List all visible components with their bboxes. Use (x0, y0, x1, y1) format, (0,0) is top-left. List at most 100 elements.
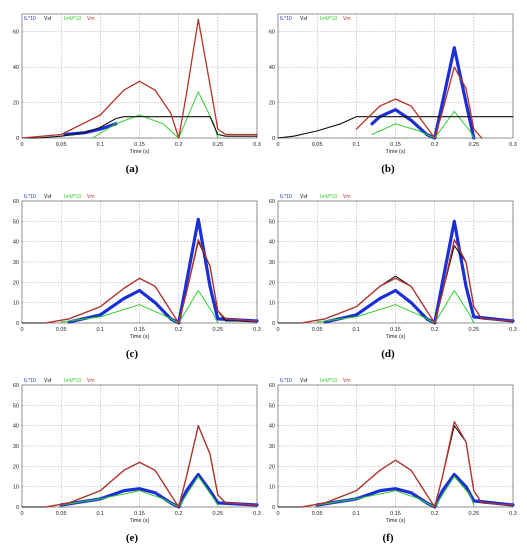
x-tick-label: 0.1 (353, 327, 361, 333)
plot-frame (277, 384, 514, 508)
y-tick-label: 20 (13, 464, 19, 470)
y-tick-label: 40 (269, 65, 275, 71)
y-tick-label: 10 (13, 485, 19, 491)
chart-panel-3: IL*10 Vsf ImM*10 Vm 0 0.05 0.1 0.15 0.2 0.25 0.3 0 1… (269, 194, 517, 360)
x-tick-label: 0.15 (134, 511, 145, 517)
y-tick-label: 50 (13, 403, 19, 409)
y-tick-label: 40 (13, 65, 19, 71)
x-tick-label: 0 (276, 511, 279, 517)
legend-vm: Vm (87, 378, 95, 384)
x-tick-label: 0.1 (97, 142, 105, 148)
x-tick-label: 0.05 (56, 142, 67, 148)
series-line-vsf (277, 245, 514, 324)
legend-imm: ImM*10 (64, 378, 81, 384)
y-tick-label: 30 (13, 444, 19, 450)
y-tick-label: 20 (269, 101, 275, 107)
y-tick-label: 20 (13, 280, 19, 286)
series-line-il (315, 472, 515, 509)
x-axis-title: Time (s) (130, 149, 150, 155)
chart-panel-1: IL*10 Vsf ImM*10 Vm 0 0.05 0.1 0.15 0.2 0.25 0.3 0 2… (269, 13, 517, 175)
x-tick-label: 0.05 (312, 327, 323, 333)
x-axis-title: Time (s) (386, 334, 406, 340)
x-axis-title: Time (s) (130, 518, 150, 524)
x-tick-label: 0 (276, 327, 279, 333)
x-tick-label: 0.3 (509, 142, 517, 148)
panel-label: (b) (381, 163, 395, 175)
y-tick-label: 20 (269, 464, 275, 470)
y-tick-label: 50 (269, 219, 275, 225)
legend-vsf: Vsf (300, 378, 308, 384)
x-tick-label: 0.15 (134, 327, 145, 333)
legend-vsf: Vsf (44, 194, 52, 200)
y-tick-label: 60 (13, 199, 19, 205)
y-tick-label: 60 (13, 383, 19, 389)
x-tick-label: 0.2 (175, 511, 183, 517)
y-tick-label: 60 (269, 383, 275, 389)
legend-il: IL*10 (24, 194, 36, 200)
legend-vsf: Vsf (300, 16, 308, 22)
series-line-il (59, 472, 259, 509)
x-tick-label: 0 (20, 142, 23, 148)
legend-imm: ImM*10 (64, 16, 81, 22)
y-tick-label: 50 (269, 403, 275, 409)
legend-vm: Vm (343, 16, 351, 22)
legend-il: IL*10 (280, 378, 292, 384)
plot-frame (21, 200, 258, 324)
x-tick-label: 0.15 (390, 327, 401, 333)
x-tick-label: 0.2 (431, 511, 439, 517)
series-line-imm (316, 476, 475, 508)
x-tick-label: 0.25 (212, 327, 223, 333)
x-tick-label: 0 (276, 142, 279, 148)
series-line-vsf (21, 116, 258, 139)
x-axis-title: Time (s) (386, 518, 406, 524)
y-tick-label: 10 (269, 485, 275, 491)
x-axis-title: Time (s) (386, 149, 406, 155)
chart-panel-2: IL*10 Vsf ImM*10 Vm 0 0.05 0.1 0.15 0.2 0.25 0.3 0 1… (13, 194, 261, 360)
x-tick-label: 0.3 (509, 327, 517, 333)
y-tick-label: 20 (269, 280, 275, 286)
series-line-il (63, 122, 118, 137)
legend-imm: ImM*10 (320, 16, 337, 22)
series-line-vm (300, 238, 514, 324)
series-line-vm (355, 66, 483, 139)
plot-frame (277, 200, 514, 324)
x-tick-label: 0.1 (353, 511, 361, 517)
x-tick-label: 0.2 (175, 142, 183, 148)
x-tick-label: 0 (20, 511, 23, 517)
x-tick-label: 0.1 (353, 142, 361, 148)
series-line-imm (316, 290, 475, 324)
series-line-vm (44, 238, 258, 324)
x-tick-label: 0.2 (431, 327, 439, 333)
legend-vm: Vm (87, 194, 95, 200)
y-tick-label: 0 (272, 321, 275, 327)
y-tick-label: 0 (272, 505, 275, 511)
panel-label: (c) (126, 348, 139, 360)
y-tick-label: 0 (272, 136, 275, 142)
legend-il: IL*10 (280, 16, 292, 22)
chart-panel-0: IL*10 Vsf ImM*10 Vm 0 0.05 0.1 0.15 0.2 0.25 0.3 0 2… (13, 13, 261, 175)
series-line-vm (300, 420, 514, 508)
series-line-imm (60, 476, 219, 508)
legend-il: IL*10 (280, 194, 292, 200)
x-tick-label: 0.1 (97, 511, 105, 517)
x-tick-label: 0.3 (509, 511, 517, 517)
y-tick-label: 10 (269, 301, 275, 307)
x-tick-label: 0.15 (390, 511, 401, 517)
legend-vm: Vm (87, 16, 95, 22)
legend-vsf: Vsf (44, 378, 52, 384)
series-line-vm (44, 425, 258, 508)
series-line-vm (21, 18, 258, 139)
plot-frame (21, 384, 258, 508)
x-tick-label: 0.1 (97, 327, 105, 333)
panel-label: (f) (383, 532, 394, 544)
x-tick-label: 0.2 (431, 142, 439, 148)
y-tick-label: 60 (269, 30, 275, 36)
x-tick-label: 0.3 (253, 511, 261, 517)
x-tick-label: 0.15 (134, 142, 145, 148)
y-tick-label: 0 (16, 136, 19, 142)
plot-frame (21, 13, 258, 139)
chart-panel-4: IL*10 Vsf ImM*10 Vm 0 0.05 0.1 0.15 0.2 0.25 0.3 0 1… (13, 378, 261, 544)
x-axis-title: Time (s) (130, 334, 150, 340)
series-line-il (370, 46, 476, 140)
